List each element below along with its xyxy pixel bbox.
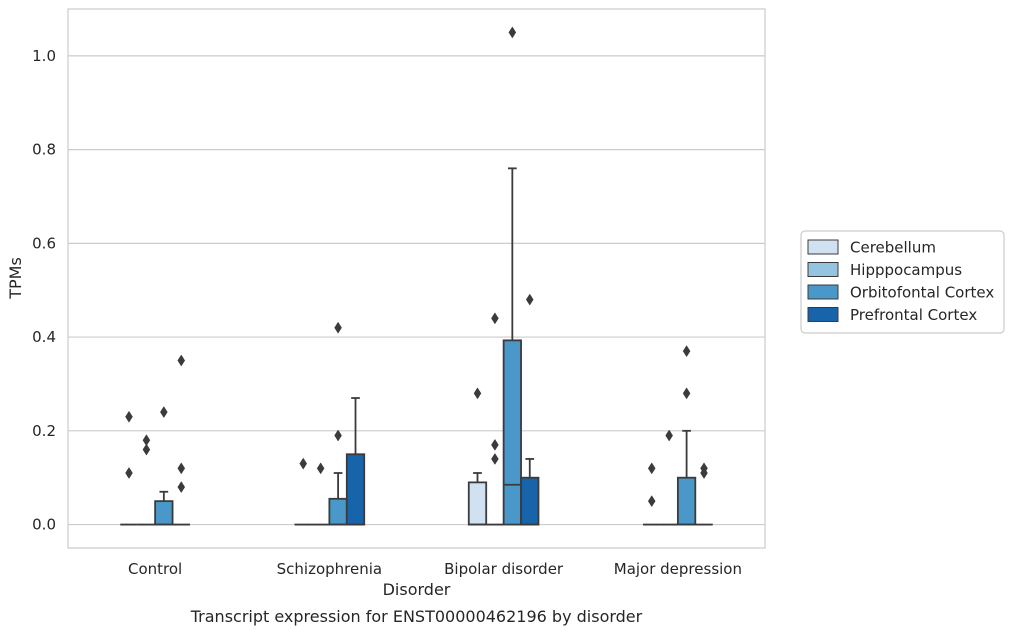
box-cerebellum [294, 457, 312, 526]
box-cerebellum [467, 387, 488, 526]
outlier-point [682, 387, 691, 400]
y-tick-label: 0.2 [32, 422, 56, 440]
box-prefrontal-cortex [345, 397, 366, 526]
box-hipppocampus [311, 462, 330, 526]
box-cerebellum [120, 410, 138, 526]
legend: Cerebellum Hipppocampus Orbitofontal Corte… [800, 230, 1005, 334]
y-axis-label: TPMs [6, 257, 25, 300]
outlier-point [508, 26, 517, 39]
box-orbitofontal-cortex [328, 321, 348, 526]
x-tick-label: Bipolar disorder [444, 560, 564, 578]
y-axis-ticks: 0.0 0.2 0.4 0.6 0.8 1.0 [32, 47, 56, 534]
outlier-point [334, 321, 342, 334]
box-orbitofontal-cortex [502, 26, 522, 526]
x-tick-label: Control [128, 560, 182, 578]
legend-entry-label: Prefrontal Cortex [850, 306, 977, 324]
outlier-point [125, 410, 133, 423]
box-hipppocampus [660, 429, 678, 526]
outlier-point [125, 467, 133, 479]
legend-swatch [807, 262, 839, 277]
box-hipppocampus [137, 434, 156, 526]
outlier-point [316, 462, 325, 475]
box-hipppocampus [486, 312, 504, 526]
box-prefrontal-cortex [695, 462, 713, 526]
outlier-point [525, 293, 534, 306]
box-marks [120, 26, 713, 526]
x-tick-label: Major depression [614, 560, 742, 578]
legend-entry-label: Hipppocampus [850, 261, 962, 279]
box-prefrontal-cortex [172, 354, 190, 526]
y-tick-label: 1.0 [32, 47, 56, 65]
box-body [154, 500, 174, 526]
chart-caption: Transcript expression for ENST0000046219… [190, 607, 643, 626]
box-cerebellum [643, 462, 661, 526]
outlier-point [160, 406, 168, 419]
outlier-point [299, 457, 308, 470]
box-body [502, 339, 522, 526]
outlier-point [665, 429, 673, 442]
outlier-point [491, 452, 499, 465]
outlier-point [491, 312, 499, 325]
box-orbitofontal-cortex [676, 345, 697, 526]
outlier-point [682, 345, 691, 358]
outlier-point [177, 462, 186, 475]
outlier-point [647, 495, 656, 508]
y-tick-label: 0.4 [32, 328, 56, 346]
y-tick-label: 0.6 [32, 234, 56, 252]
outlier-point [177, 481, 186, 494]
box-prefrontal-cortex [520, 293, 540, 526]
legend-entry-label: Cerebellum [850, 239, 936, 257]
box-body [328, 497, 348, 526]
outlier-point [334, 429, 342, 442]
legend-swatch [807, 307, 839, 322]
x-axis-ticks: Control Schizophrenia Bipolar disorder Majo… [128, 560, 742, 578]
box-body [676, 476, 697, 526]
legend-frame [800, 230, 1005, 334]
outlier-point [142, 443, 151, 456]
outlier-point [473, 387, 482, 400]
x-axis-label: Disorder [383, 580, 451, 599]
box-body [345, 453, 366, 526]
outlier-point [700, 467, 708, 479]
plot-area-frame [67, 8, 766, 549]
outlier-point [177, 354, 186, 367]
box-body [467, 481, 488, 526]
y-tick-label: 0.8 [32, 141, 56, 159]
box-body [520, 476, 540, 526]
legend-entry-label: Orbitofontal Cortex [850, 284, 994, 302]
legend-swatch [807, 239, 839, 255]
legend-swatch [807, 284, 839, 300]
x-tick-label: Schizophrenia [277, 560, 382, 578]
box-orbitofontal-cortex [154, 406, 174, 526]
outlier-point [647, 462, 656, 475]
y-tick-label: 0.0 [32, 516, 56, 534]
outlier-point [491, 438, 499, 451]
grid-lines [68, 55, 765, 526]
